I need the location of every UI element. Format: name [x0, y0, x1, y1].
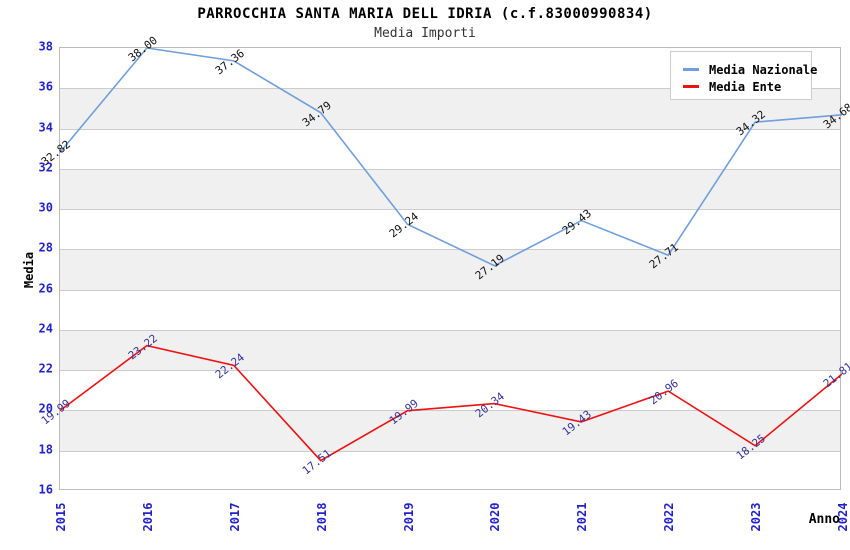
y-tick-label: 20 — [38, 401, 53, 416]
x-tick-label: 2018 — [314, 502, 329, 532]
x-tick-label: 2017 — [227, 502, 242, 532]
y-tick-label: 26 — [38, 280, 53, 295]
gridline — [60, 410, 840, 412]
gridline — [60, 209, 840, 211]
y-tick-label: 32 — [38, 160, 53, 175]
legend-item: Media Ente — [683, 78, 811, 95]
legend-item: Media Nazionale — [683, 61, 817, 78]
gridline — [60, 450, 840, 452]
gridline — [60, 370, 840, 372]
plot-band — [60, 249, 840, 290]
x-tick-label: 2023 — [749, 502, 764, 532]
y-tick-label: 24 — [38, 321, 53, 336]
series-line — [60, 48, 842, 267]
gridline — [60, 88, 840, 90]
legend: Media Nazionale Media Ente — [670, 51, 817, 100]
series-canvas — [60, 48, 842, 462]
gridline — [60, 329, 840, 331]
x-tick-label: 2019 — [401, 502, 416, 532]
chart-subtitle: Media Importi — [374, 26, 476, 41]
x-axis-title: Anno — [808, 512, 840, 527]
x-tick-label: 2020 — [488, 502, 503, 532]
legend-series-name: Media Nazionale — [709, 62, 818, 77]
y-tick-label: 22 — [38, 361, 53, 376]
y-tick-label: 28 — [38, 240, 53, 255]
y-tick-label: 38 — [38, 39, 53, 54]
gridline — [60, 168, 840, 170]
y-axis-title: Media — [22, 251, 36, 289]
y-tick-label: 30 — [38, 200, 53, 215]
y-tick-label: 34 — [38, 119, 53, 134]
x-tick-label: 2021 — [575, 502, 590, 532]
y-tick-label: 18 — [38, 442, 53, 457]
x-tick-label: 2022 — [662, 502, 677, 532]
plot-area — [59, 47, 842, 490]
chart-title: PARROCCHIA SANTA MARIA DELL IDRIA (c.f.8… — [197, 6, 653, 22]
x-tick-label: 2015 — [54, 502, 68, 532]
y-tick-label: 36 — [38, 79, 53, 94]
plot-band — [60, 329, 840, 371]
gridline — [60, 289, 840, 291]
legend-line-marker — [683, 68, 699, 71]
gridline — [60, 249, 840, 251]
legend-line-marker — [683, 85, 699, 88]
legend-series-name: Media Ente — [709, 79, 782, 94]
series-line — [60, 344, 842, 462]
x-tick-label: 2016 — [140, 502, 155, 532]
gridline — [60, 128, 840, 130]
y-tick-label: 16 — [38, 482, 53, 497]
plot-band — [60, 168, 840, 210]
